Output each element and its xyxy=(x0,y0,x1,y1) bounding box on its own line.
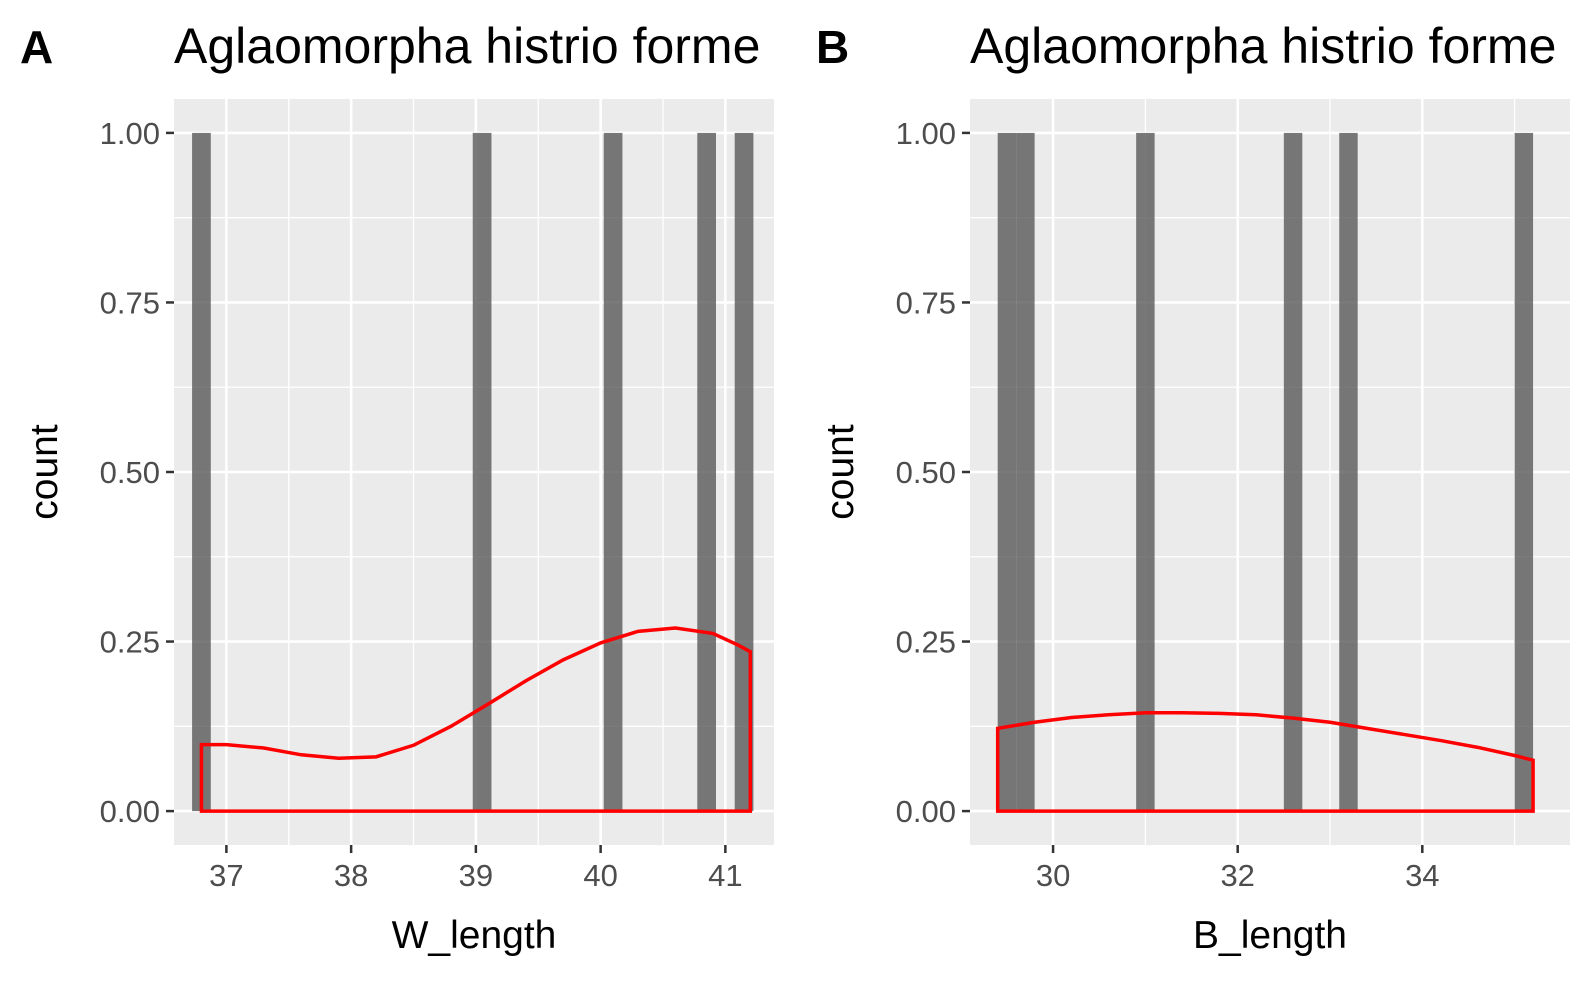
x-tick-label: 41 xyxy=(708,858,742,893)
histogram-bar xyxy=(603,132,623,812)
histogram-bar xyxy=(1339,132,1358,812)
histogram-bars xyxy=(997,132,1534,812)
histogram-bar xyxy=(1514,132,1534,812)
histogram-bar xyxy=(1016,132,1035,812)
panel-b: B Aglaomorpha histrio forme 0.00 0.25 0.50… xyxy=(816,18,1570,957)
x-axis: 37 38 39 40 41 xyxy=(209,845,743,893)
histogram-bar xyxy=(1136,132,1155,812)
y-axis-title: count xyxy=(23,424,66,520)
x-tick-label: 38 xyxy=(334,858,368,893)
density-curve xyxy=(199,626,753,813)
y-axis: 0.00 0.25 0.50 0.75 1.00 xyxy=(100,116,174,829)
x-tick-label: 39 xyxy=(459,858,493,893)
x-tick-label: 30 xyxy=(1036,858,1070,893)
chart-title: Aglaomorpha histrio forme xyxy=(174,18,760,74)
panel-a: A Aglaomorpha histrio forme 0.00 0.25 0.50… xyxy=(20,18,774,957)
y-tick-label: 0.75 xyxy=(100,285,160,320)
y-tick-label: 0.25 xyxy=(896,625,956,660)
x-tick-label: 34 xyxy=(1405,858,1439,893)
chart-title: Aglaomorpha histrio forme xyxy=(970,18,1556,74)
x-axis-title: W_length xyxy=(392,914,557,957)
y-tick-label: 0.00 xyxy=(896,794,956,829)
y-tick-label: 0.50 xyxy=(100,455,160,490)
y-tick-label: 0.50 xyxy=(896,455,956,490)
histogram-bar xyxy=(1283,132,1303,812)
histogram-bar xyxy=(192,132,211,812)
histogram-bar xyxy=(472,132,492,812)
y-axis: 0.00 0.25 0.50 0.75 1.00 xyxy=(896,116,970,829)
y-axis-title: count xyxy=(819,424,862,520)
y-tick-label: 1.00 xyxy=(896,116,956,151)
y-tick-label: 0.75 xyxy=(896,285,956,320)
y-tick-label: 0.25 xyxy=(100,625,160,660)
histogram-bars xyxy=(192,132,754,812)
histogram-bar xyxy=(734,132,754,812)
x-axis: 30 32 34 xyxy=(1036,845,1440,893)
y-tick-label: 1.00 xyxy=(100,116,160,151)
panel-tag: B xyxy=(816,21,849,73)
x-tick-label: 37 xyxy=(209,858,243,893)
x-tick-label: 40 xyxy=(583,858,617,893)
histogram-bar xyxy=(997,132,1017,812)
histogram-bar xyxy=(697,132,716,812)
y-tick-label: 0.00 xyxy=(100,794,160,829)
panel-tag: A xyxy=(20,21,53,73)
density-curve xyxy=(995,711,1535,813)
x-tick-label: 32 xyxy=(1220,858,1254,893)
x-axis-title: B_length xyxy=(1193,914,1347,957)
